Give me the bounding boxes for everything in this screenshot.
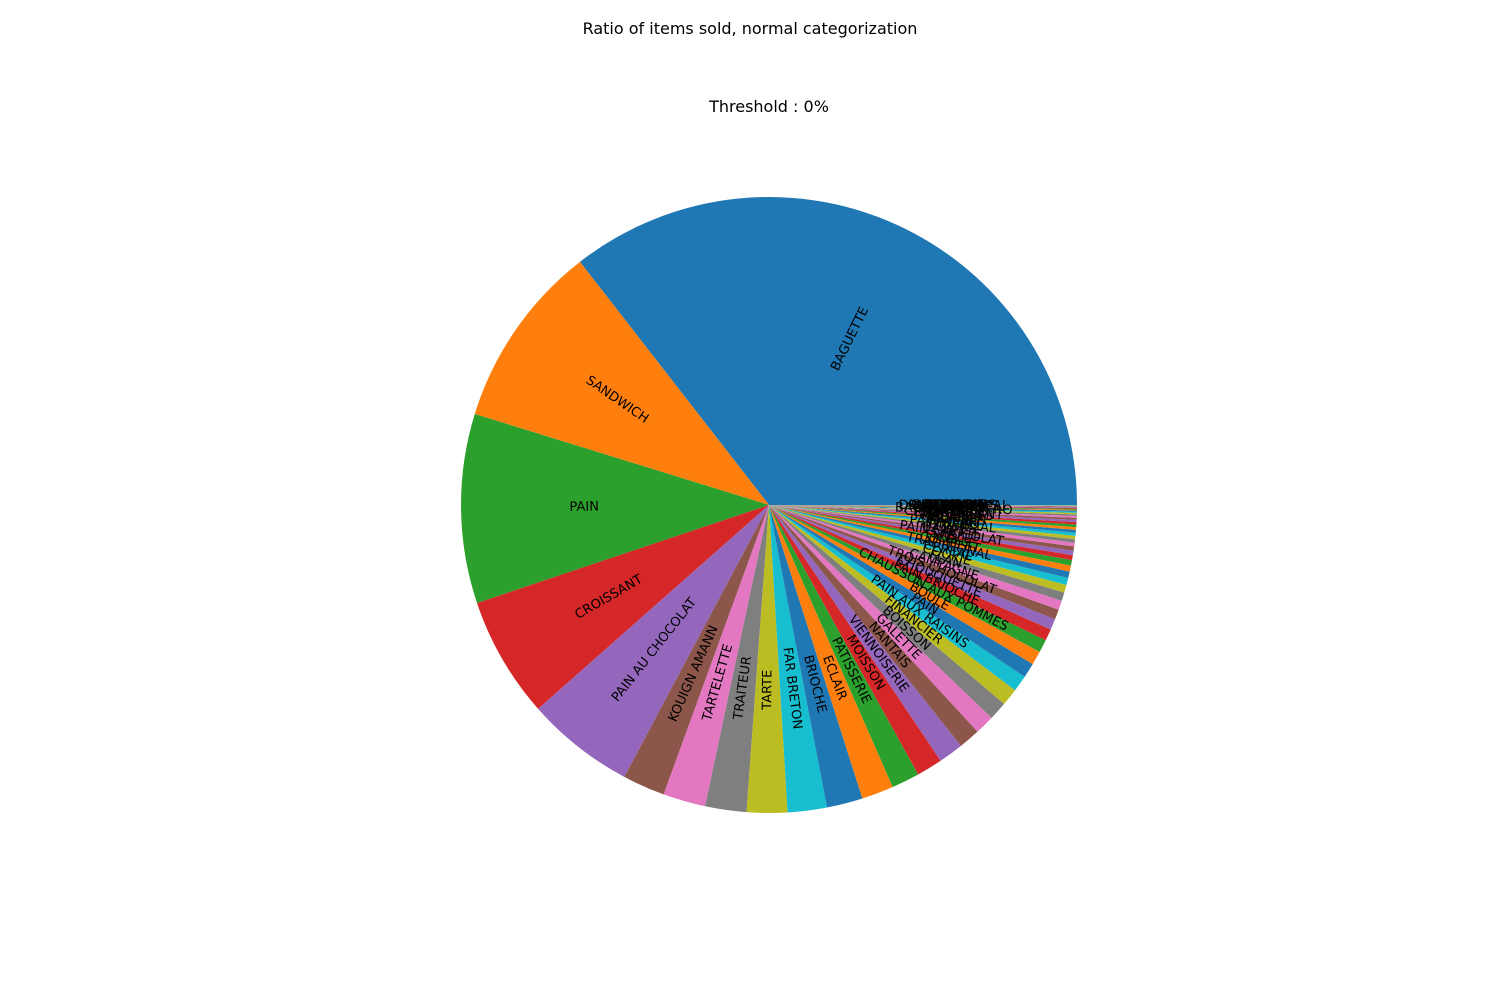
pie-slice bbox=[769, 505, 1076, 533]
pie-slice bbox=[769, 505, 1076, 543]
slice-label: PLATEAU bbox=[925, 501, 983, 517]
slice-label: DIVERS bbox=[928, 516, 978, 537]
slice-label: GUERANDAIS bbox=[911, 498, 997, 513]
pie-slice bbox=[769, 505, 1016, 704]
pie-slice bbox=[769, 505, 1077, 528]
pie-slice bbox=[769, 505, 1077, 518]
pie-slice bbox=[769, 505, 893, 799]
slice-label: SABLE bbox=[929, 526, 973, 548]
pie-slice bbox=[705, 505, 769, 813]
pie-slice bbox=[769, 505, 1077, 525]
pie-slice bbox=[769, 505, 919, 788]
pie-slice bbox=[769, 505, 1059, 620]
slice-label: VIRTUAL bbox=[926, 503, 982, 520]
pie-slice bbox=[769, 505, 1051, 641]
pie-slice bbox=[769, 505, 828, 813]
slice-label: PAIN NOIR bbox=[920, 500, 987, 516]
slice-label: CAFE bbox=[935, 519, 970, 538]
pie-slice bbox=[769, 505, 1040, 665]
slice-label: PAIN GRAINES bbox=[908, 498, 999, 514]
slice-label: PAIN bbox=[569, 500, 599, 515]
pie-slice bbox=[769, 505, 1074, 556]
pie-slice bbox=[769, 505, 978, 746]
slice-label: TARTE bbox=[760, 670, 775, 711]
pie-slice bbox=[769, 505, 1067, 593]
pie-slice bbox=[769, 505, 863, 808]
pie-slice bbox=[769, 505, 1077, 508]
slice-label: DELICETROPICAL bbox=[898, 498, 1010, 514]
pie-slice bbox=[769, 505, 1077, 511]
pie-slice bbox=[477, 505, 769, 709]
pie-slice bbox=[624, 505, 769, 795]
pie-slice bbox=[769, 505, 1075, 551]
pie-slice bbox=[474, 261, 769, 505]
pie-slice bbox=[769, 505, 1062, 610]
pie-slice bbox=[769, 505, 1077, 510]
pie-slice bbox=[663, 505, 769, 807]
slice-label: CRUMBLE bbox=[921, 509, 985, 529]
slice-label: BUCHE bbox=[931, 499, 977, 514]
pie-slices bbox=[461, 197, 1077, 814]
pie-slice bbox=[769, 505, 1073, 566]
pie-slice bbox=[769, 505, 1077, 508]
slice-label: CROUSTILLANT bbox=[904, 504, 1004, 523]
slice-label: SUCETTE bbox=[924, 502, 983, 519]
pie-slice bbox=[769, 505, 1075, 547]
pie-slice bbox=[769, 505, 1071, 572]
slice-label: ENTREMETS bbox=[914, 505, 993, 524]
pie-slice bbox=[769, 505, 1033, 677]
pie-slice bbox=[769, 505, 962, 761]
pie-slice bbox=[769, 505, 1046, 652]
pie-slice bbox=[769, 505, 992, 732]
pie-slice bbox=[769, 505, 1077, 513]
pie-slice bbox=[769, 505, 1005, 718]
pie-slice bbox=[769, 505, 1076, 540]
pie-slice bbox=[769, 505, 1077, 517]
pie-slice bbox=[746, 505, 788, 814]
slice-label: MACARON bbox=[920, 508, 988, 527]
slice-label: MUFFIN bbox=[928, 511, 978, 530]
pie-slice bbox=[769, 505, 1077, 507]
pie-slice bbox=[769, 505, 1076, 536]
pie-slice bbox=[769, 505, 1070, 579]
pie-slice bbox=[769, 505, 1025, 691]
pie-slice bbox=[579, 197, 1077, 505]
pie-slice bbox=[461, 413, 769, 604]
pie-slice bbox=[769, 505, 1077, 520]
slice-label: GATEAU bbox=[926, 513, 980, 533]
pie-slice bbox=[769, 505, 1077, 509]
slice-label: BAGUETTE APERO bbox=[895, 500, 1013, 518]
pie-slice bbox=[769, 505, 941, 775]
pie-slice bbox=[769, 505, 1069, 585]
slice-label: FORMULE bbox=[922, 503, 985, 520]
pie-slice bbox=[769, 505, 1077, 506]
slice-label: POMPON bbox=[925, 498, 982, 513]
pie-slice bbox=[538, 505, 769, 777]
figure-suptitle: Ratio of items sold, normal categorizati… bbox=[583, 19, 918, 38]
pie-slice bbox=[769, 505, 1056, 630]
pie-slice bbox=[769, 505, 1077, 512]
pie-slice bbox=[769, 505, 1077, 523]
pie-slice bbox=[769, 505, 1077, 515]
pie-slice bbox=[769, 505, 1073, 561]
slice-label: FRAISIER bbox=[924, 507, 983, 525]
pie-slice bbox=[769, 505, 1065, 601]
pie-slice bbox=[769, 505, 1077, 530]
slice-label: CARAMEL bbox=[923, 499, 986, 515]
slice-label: FONDANT bbox=[922, 498, 986, 513]
chart-title: Threshold : 0% bbox=[708, 97, 829, 116]
slice-label: PAIN DE MIE bbox=[914, 499, 993, 515]
pie-slice bbox=[769, 505, 1077, 507]
